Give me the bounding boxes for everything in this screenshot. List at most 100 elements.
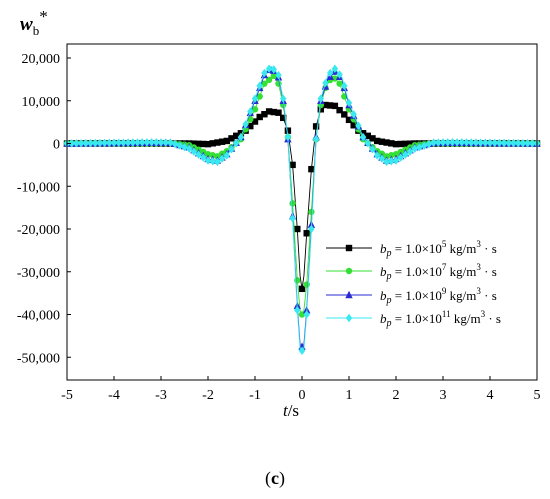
chart: -5 -4 -3 -2 -1 0 1 2 3 4 5 20,000 10,000 0 -10,000 -20,… — [17, 7, 541, 420]
data-point — [341, 111, 348, 118]
plot-frame — [66, 43, 538, 381]
data-point — [134, 138, 141, 147]
data-point — [218, 154, 226, 163]
x-tick-label: 2 — [393, 388, 400, 403]
data-point — [411, 144, 418, 153]
data-point — [327, 102, 334, 109]
data-point — [270, 65, 277, 74]
data-point — [237, 132, 245, 142]
data-point — [233, 132, 240, 140]
data-point — [280, 114, 287, 122]
data-point — [303, 230, 310, 237]
data-point — [515, 139, 522, 148]
y-axis-title: wb* — [20, 7, 48, 38]
data-point — [101, 138, 108, 148]
data-point — [524, 139, 531, 148]
data-point — [115, 138, 122, 147]
data-point — [261, 80, 268, 87]
legend-entry: bp = 1.0×1011 kg/m3 · s — [326, 309, 501, 329]
x-tick-label: 5 — [534, 388, 541, 403]
data-point — [468, 138, 475, 147]
data-point — [176, 141, 183, 150]
data-point — [157, 138, 165, 147]
data-point — [289, 214, 296, 223]
data-point — [195, 150, 202, 159]
data-point — [214, 157, 221, 167]
data-point — [312, 135, 320, 144]
data-point — [359, 132, 367, 142]
data-point — [336, 70, 343, 79]
data-point — [223, 151, 230, 160]
data-point — [397, 140, 404, 148]
legend-entry: bp = 1.0×109 kg/m3 · s — [326, 286, 497, 306]
data-point — [308, 208, 315, 216]
data-point — [331, 102, 339, 110]
data-point — [482, 138, 489, 147]
y-tick-label: -40,000 — [17, 309, 60, 324]
data-point — [200, 140, 207, 148]
data-point — [181, 142, 188, 152]
data-point — [421, 141, 428, 150]
data-point — [171, 139, 179, 149]
data-point — [350, 122, 357, 129]
y-tick-label: -50,000 — [17, 351, 60, 366]
data-point — [73, 139, 80, 148]
data-point — [148, 138, 155, 147]
data-point — [308, 165, 315, 173]
legend-label: bp = 1.0×1011 kg/m3 · s — [380, 309, 501, 329]
data-point — [251, 94, 259, 103]
data-point — [294, 306, 301, 315]
data-point — [228, 135, 235, 142]
data-point — [374, 151, 381, 160]
y-tick-label: -10,000 — [17, 180, 60, 195]
data-point — [312, 123, 320, 130]
data-point — [200, 153, 207, 162]
figure-caption: (c) — [265, 468, 285, 488]
data-point — [500, 138, 508, 148]
data-point — [331, 75, 339, 82]
data-point — [280, 94, 287, 103]
data-point — [327, 68, 334, 78]
data-point — [388, 157, 395, 166]
data-point — [294, 225, 301, 233]
x-tick-label: 4 — [487, 388, 494, 403]
data-point — [256, 113, 263, 121]
series-line — [67, 104, 537, 289]
x-tick-label: -3 — [155, 388, 167, 403]
data-point — [341, 81, 348, 90]
data-point — [298, 346, 306, 356]
data-point — [214, 139, 221, 146]
data-point — [472, 138, 480, 147]
data-point — [275, 70, 282, 80]
y-tick-label: 20,000 — [22, 52, 61, 67]
data-point — [369, 135, 376, 142]
data-point — [167, 138, 174, 147]
series-line — [66, 65, 538, 352]
y-tick-label: -20,000 — [17, 223, 60, 238]
data-point — [204, 156, 212, 165]
x-tick-label: 1 — [346, 388, 353, 403]
data-point — [143, 138, 151, 147]
data-point — [322, 78, 329, 88]
data-point — [261, 111, 268, 118]
data-point — [110, 138, 118, 147]
data-point — [519, 139, 527, 148]
data-point — [298, 285, 306, 293]
data-point — [303, 310, 310, 319]
data-point — [444, 138, 451, 147]
legend-swatch-marker — [345, 267, 353, 275]
series-3 — [63, 65, 541, 350]
data-point — [256, 81, 263, 90]
data-point — [308, 224, 315, 234]
data-point — [383, 157, 390, 167]
data-point — [124, 138, 132, 147]
x-tick-label: 3 — [440, 388, 447, 403]
data-point — [96, 138, 104, 148]
x-tick-label: -4 — [108, 388, 120, 403]
data-point — [242, 120, 249, 129]
data-point — [195, 140, 202, 148]
data-point — [247, 107, 254, 116]
data-point — [265, 64, 273, 73]
data-point — [186, 144, 193, 153]
legend-entry: bp = 1.0×105 kg/m3 · s — [326, 239, 497, 259]
